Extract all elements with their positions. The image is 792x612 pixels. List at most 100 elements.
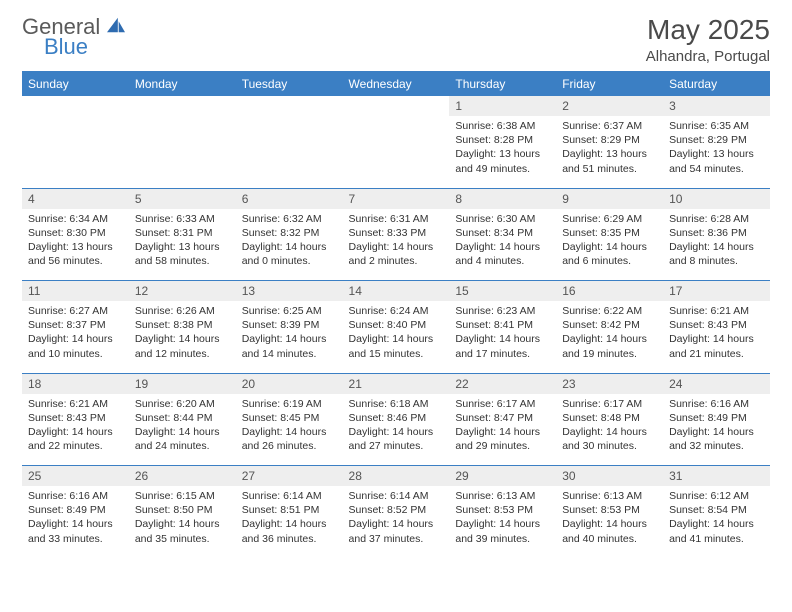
day-data-cell: Sunrise: 6:34 AMSunset: 8:30 PMDaylight:… [22, 209, 129, 281]
day-number-cell: 26 [129, 466, 236, 487]
day-data-cell [343, 116, 450, 188]
sunrise-text: Sunrise: 6:38 AM [455, 119, 550, 133]
sunrise-text: Sunrise: 6:25 AM [242, 304, 337, 318]
day-data-cell: Sunrise: 6:33 AMSunset: 8:31 PMDaylight:… [129, 209, 236, 281]
sunset-text: Sunset: 8:29 PM [669, 133, 764, 147]
day-header: Wednesday [343, 73, 450, 96]
daylight-text: Daylight: 14 hours and 15 minutes. [349, 332, 444, 360]
day-data-cell: Sunrise: 6:27 AMSunset: 8:37 PMDaylight:… [22, 301, 129, 373]
sunrise-text: Sunrise: 6:21 AM [669, 304, 764, 318]
day-number-cell: 17 [663, 281, 770, 302]
day-data-cell: Sunrise: 6:15 AMSunset: 8:50 PMDaylight:… [129, 486, 236, 558]
sunrise-text: Sunrise: 6:28 AM [669, 212, 764, 226]
daylight-text: Daylight: 13 hours and 54 minutes. [669, 147, 764, 175]
day-data-cell: Sunrise: 6:25 AMSunset: 8:39 PMDaylight:… [236, 301, 343, 373]
sunrise-text: Sunrise: 6:13 AM [562, 489, 657, 503]
sunrise-text: Sunrise: 6:14 AM [242, 489, 337, 503]
day-number-cell: 7 [343, 188, 450, 209]
sunset-text: Sunset: 8:53 PM [455, 503, 550, 517]
location-label: Alhandra, Portugal [646, 48, 770, 65]
day-number-cell: 30 [556, 466, 663, 487]
sunrise-text: Sunrise: 6:24 AM [349, 304, 444, 318]
page-header: General Blue May 2025 Alhandra, Portugal [22, 14, 770, 65]
day-number-cell: 6 [236, 188, 343, 209]
day-data-cell: Sunrise: 6:17 AMSunset: 8:47 PMDaylight:… [449, 394, 556, 466]
day-data-cell: Sunrise: 6:28 AMSunset: 8:36 PMDaylight:… [663, 209, 770, 281]
day-data-cell: Sunrise: 6:32 AMSunset: 8:32 PMDaylight:… [236, 209, 343, 281]
sunset-text: Sunset: 8:39 PM [242, 318, 337, 332]
daylight-text: Daylight: 14 hours and 33 minutes. [28, 517, 123, 545]
daylight-text: Daylight: 13 hours and 56 minutes. [28, 240, 123, 268]
daylight-text: Daylight: 14 hours and 17 minutes. [455, 332, 550, 360]
sunset-text: Sunset: 8:36 PM [669, 226, 764, 240]
sunrise-text: Sunrise: 6:27 AM [28, 304, 123, 318]
sunrise-text: Sunrise: 6:17 AM [455, 397, 550, 411]
day-number-cell: 16 [556, 281, 663, 302]
day-data-cell: Sunrise: 6:21 AMSunset: 8:43 PMDaylight:… [663, 301, 770, 373]
sunrise-text: Sunrise: 6:22 AM [562, 304, 657, 318]
sunrise-text: Sunrise: 6:16 AM [669, 397, 764, 411]
day-number-row: 45678910 [22, 188, 770, 209]
day-data-cell: Sunrise: 6:20 AMSunset: 8:44 PMDaylight:… [129, 394, 236, 466]
day-number-cell: 18 [22, 373, 129, 394]
day-data-cell: Sunrise: 6:38 AMSunset: 8:28 PMDaylight:… [449, 116, 556, 188]
day-data-cell: Sunrise: 6:24 AMSunset: 8:40 PMDaylight:… [343, 301, 450, 373]
sunset-text: Sunset: 8:53 PM [562, 503, 657, 517]
sunset-text: Sunset: 8:46 PM [349, 411, 444, 425]
daylight-text: Daylight: 14 hours and 0 minutes. [242, 240, 337, 268]
daylight-text: Daylight: 14 hours and 10 minutes. [28, 332, 123, 360]
day-header: Sunday [22, 73, 129, 96]
sunset-text: Sunset: 8:43 PM [669, 318, 764, 332]
sunset-text: Sunset: 8:48 PM [562, 411, 657, 425]
sunset-text: Sunset: 8:29 PM [562, 133, 657, 147]
sunset-text: Sunset: 8:49 PM [28, 503, 123, 517]
daylight-text: Daylight: 14 hours and 35 minutes. [135, 517, 230, 545]
title-block: May 2025 Alhandra, Portugal [646, 14, 770, 65]
sunset-text: Sunset: 8:41 PM [455, 318, 550, 332]
day-number-cell: 31 [663, 466, 770, 487]
day-data-cell: Sunrise: 6:16 AMSunset: 8:49 PMDaylight:… [22, 486, 129, 558]
day-data-cell: Sunrise: 6:29 AMSunset: 8:35 PMDaylight:… [556, 209, 663, 281]
daylight-text: Daylight: 14 hours and 21 minutes. [669, 332, 764, 360]
sunrise-text: Sunrise: 6:20 AM [135, 397, 230, 411]
day-number-cell [343, 96, 450, 117]
day-number-cell: 14 [343, 281, 450, 302]
day-number-cell: 15 [449, 281, 556, 302]
logo-word-2: Blue [44, 34, 127, 60]
day-number-cell: 28 [343, 466, 450, 487]
day-number-cell [22, 96, 129, 117]
sunset-text: Sunset: 8:49 PM [669, 411, 764, 425]
day-number-cell: 23 [556, 373, 663, 394]
sunrise-text: Sunrise: 6:29 AM [562, 212, 657, 226]
logo-text: General Blue [22, 14, 127, 60]
sunrise-text: Sunrise: 6:21 AM [28, 397, 123, 411]
sunset-text: Sunset: 8:31 PM [135, 226, 230, 240]
day-data-cell: Sunrise: 6:26 AMSunset: 8:38 PMDaylight:… [129, 301, 236, 373]
sunrise-text: Sunrise: 6:16 AM [28, 489, 123, 503]
daylight-text: Daylight: 14 hours and 4 minutes. [455, 240, 550, 268]
sunset-text: Sunset: 8:43 PM [28, 411, 123, 425]
daylight-text: Daylight: 14 hours and 2 minutes. [349, 240, 444, 268]
daylight-text: Daylight: 14 hours and 36 minutes. [242, 517, 337, 545]
sunrise-text: Sunrise: 6:15 AM [135, 489, 230, 503]
logo: General Blue [22, 14, 127, 60]
sunrise-text: Sunrise: 6:32 AM [242, 212, 337, 226]
sunrise-text: Sunrise: 6:31 AM [349, 212, 444, 226]
day-number-row: 18192021222324 [22, 373, 770, 394]
day-header: Saturday [663, 73, 770, 96]
day-data-cell: Sunrise: 6:14 AMSunset: 8:51 PMDaylight:… [236, 486, 343, 558]
sunset-text: Sunset: 8:32 PM [242, 226, 337, 240]
logo-sail-icon [105, 16, 127, 34]
sunset-text: Sunset: 8:40 PM [349, 318, 444, 332]
sunset-text: Sunset: 8:50 PM [135, 503, 230, 517]
sunset-text: Sunset: 8:35 PM [562, 226, 657, 240]
sunset-text: Sunset: 8:51 PM [242, 503, 337, 517]
sunset-text: Sunset: 8:30 PM [28, 226, 123, 240]
sunset-text: Sunset: 8:47 PM [455, 411, 550, 425]
sunrise-text: Sunrise: 6:14 AM [349, 489, 444, 503]
day-header: Friday [556, 73, 663, 96]
day-data-row: Sunrise: 6:21 AMSunset: 8:43 PMDaylight:… [22, 394, 770, 466]
day-data-row: Sunrise: 6:34 AMSunset: 8:30 PMDaylight:… [22, 209, 770, 281]
day-number-row: 25262728293031 [22, 466, 770, 487]
day-number-cell: 24 [663, 373, 770, 394]
